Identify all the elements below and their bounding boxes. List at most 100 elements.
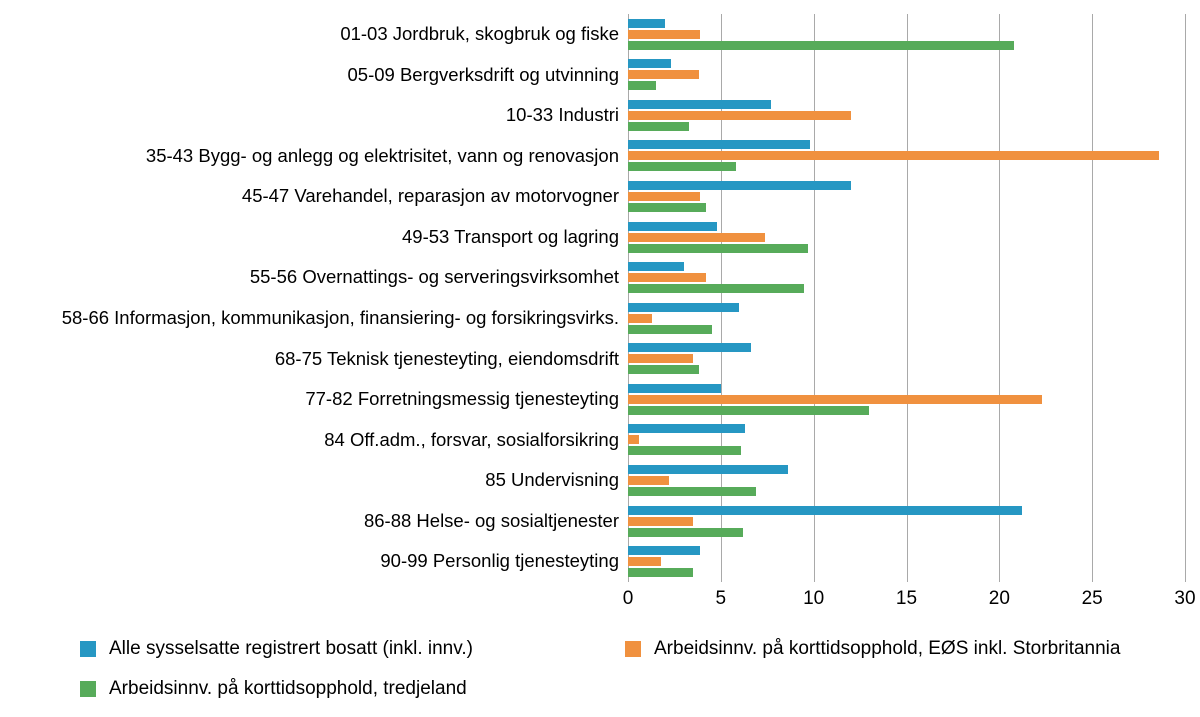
x-tick-label: 5 (715, 588, 727, 609)
bar-bosatt (628, 546, 701, 556)
bar-group: 85 Undervisning (0, 460, 1185, 501)
bar-eos (628, 273, 706, 283)
bar-eos (628, 516, 693, 526)
bar-cluster (628, 541, 1185, 582)
bar-group: 55-56 Overnattings- og serveringsvirksom… (0, 257, 1185, 298)
category-label: 55-56 Overnattings- og serveringsvirksom… (249, 266, 619, 288)
bar-tredjeland (628, 203, 706, 213)
bar-eos (628, 29, 701, 39)
bar-eos (628, 557, 662, 567)
bar-cluster (628, 460, 1185, 501)
legend: Alle sysselsatte registrert bosatt (inkl… (80, 638, 1190, 700)
bar-group: 35-43 Bygg- og anlegg og elektrisitet, v… (0, 136, 1185, 177)
x-axis: 0 5 10 15 20 25 30 (623, 588, 1196, 612)
category-label: 45-47 Varehandel, reparasjon av motorvog… (241, 185, 619, 207)
bar-bosatt (628, 464, 788, 474)
bar-cluster (628, 257, 1185, 298)
bar-group: 01-03 Jordbruk, skogbruk og fiske (0, 14, 1185, 55)
gridline (628, 14, 629, 582)
bar-tredjeland (628, 365, 699, 375)
category-label: 68-75 Teknisk tjenesteyting, eiendomsdri… (274, 347, 619, 369)
gridline (999, 14, 1001, 582)
bar-tredjeland (628, 81, 656, 91)
category-label: 90-99 Personlig tjenesteyting (380, 550, 619, 572)
bar-bosatt (628, 262, 684, 272)
bar-bosatt (628, 59, 671, 69)
bar-bosatt (628, 302, 740, 312)
bar-cluster (628, 217, 1185, 258)
bar-tredjeland (628, 40, 1015, 50)
bar-eos (628, 394, 1043, 404)
bar-tredjeland (628, 568, 693, 578)
bar-bosatt (628, 221, 718, 231)
x-tick-label: 15 (895, 588, 918, 609)
category-label: 86-88 Helse- og sosialtjenester (363, 509, 619, 531)
category-label: 49-53 Transport og lagring (402, 225, 619, 247)
bar-bosatt (628, 181, 851, 191)
bar-tredjeland (628, 162, 736, 172)
category-label: 05-09 Bergverksdrift og utvinning (347, 63, 619, 85)
bar-group: 45-47 Varehandel, reparasjon av motorvog… (0, 176, 1185, 217)
gridline (1185, 14, 1186, 582)
bar-bosatt (628, 18, 666, 28)
bar-eos (628, 151, 1159, 161)
bar-group: 77-82 Forretningsmessig tjenesteyting (0, 379, 1185, 420)
gridline (813, 14, 815, 582)
bar-cluster (628, 176, 1185, 217)
bar-tredjeland (628, 243, 809, 253)
bar-cluster (628, 420, 1185, 461)
bar-cluster (628, 55, 1185, 96)
bar-group: 49-53 Transport og lagring (0, 217, 1185, 258)
category-label: 85 Undervisning (485, 469, 619, 491)
legend-swatch-tredjeland (80, 681, 96, 697)
bar-tredjeland (628, 446, 742, 456)
x-tick-label: 10 (803, 588, 825, 609)
bar-cluster (628, 298, 1185, 339)
x-tick-label: 0 (622, 588, 634, 609)
legend-item-tredjeland: Arbeidsinnv. på korttidsopphold, tredjel… (80, 678, 625, 700)
bar-cluster (628, 339, 1185, 380)
bar-eos (628, 475, 669, 485)
gridlines (628, 14, 1186, 582)
legend-label: Arbeidsinnv. på korttidsopphold, EØS ink… (654, 638, 1121, 659)
bar-group: 05-09 Bergverksdrift og utvinning (0, 55, 1185, 96)
bar-group: 84 Off.adm., forsvar, sosialforsikring (0, 420, 1185, 461)
bar-tredjeland (628, 324, 712, 334)
category-label: 01-03 Jordbruk, skogbruk og fiske (340, 23, 619, 44)
category-label: 35-43 Bygg- og anlegg og elektrisitet, v… (145, 144, 619, 166)
bar-bosatt (628, 140, 810, 150)
bar-eos (628, 192, 701, 202)
bar-tredjeland (628, 527, 744, 537)
legend-swatch-eos (625, 641, 641, 657)
legend-item-eos: Arbeidsinnv. på korttidsopphold, EØS ink… (625, 638, 1190, 660)
gridline (1092, 14, 1094, 582)
bar-cluster (628, 14, 1185, 55)
bar-eos (628, 110, 851, 120)
bar-group: 68-75 Teknisk tjenesteyting, eiendomsdri… (0, 339, 1185, 380)
bar-bosatt (628, 99, 771, 109)
x-tick-label: 30 (1174, 588, 1196, 609)
legend-label: Arbeidsinnv. på korttidsopphold, tredjel… (109, 678, 467, 699)
gridline (906, 14, 908, 582)
bar-group: 58-66 Informasjon, kommunikasjon, finans… (0, 298, 1185, 339)
gridline (720, 14, 722, 582)
bar-bosatt (628, 505, 1022, 515)
bar-bosatt (628, 383, 721, 393)
bar-bosatt (628, 424, 745, 434)
legend-item-bosatt: Alle sysselsatte registrert bosatt (inkl… (80, 638, 625, 660)
bar-rows: 01-03 Jordbruk, skogbruk og fiske 05-09 B… (0, 14, 1185, 582)
bar-group: 86-88 Helse- og sosialtjenester (0, 501, 1185, 542)
x-tick-label: 20 (988, 588, 1010, 609)
bar-eos (628, 354, 693, 364)
bar-eos (628, 435, 640, 445)
bar-tredjeland (628, 486, 757, 496)
bar-eos (628, 313, 653, 323)
bar-tredjeland (628, 121, 690, 131)
bar-tredjeland (628, 405, 870, 415)
bar-eos (628, 70, 699, 80)
bar-eos (628, 232, 766, 242)
bar-cluster (628, 501, 1185, 542)
x-tick-label: 25 (1081, 588, 1103, 609)
category-label: 84 Off.adm., forsvar, sosialforsikring (324, 428, 619, 450)
